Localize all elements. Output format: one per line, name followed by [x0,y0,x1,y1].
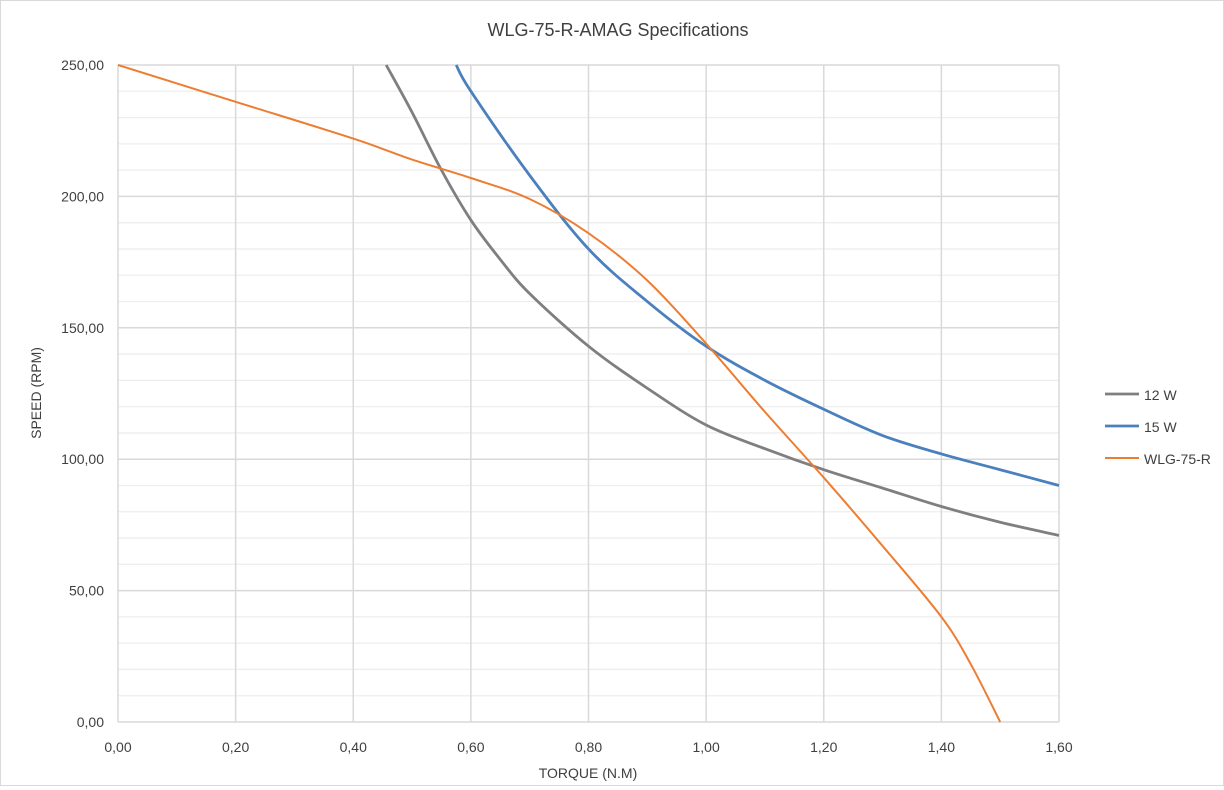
x-tick-label: 1,20 [810,739,837,755]
x-tick-label: 0,60 [457,739,484,755]
y-axis-label: SPEED (RPM) [28,347,44,439]
x-axis-label: TORQUE (N.M) [539,765,638,781]
x-tick-label: 1,60 [1045,739,1072,755]
legend: 12 W 15 W WLG-75-R [1105,387,1211,467]
series-lines [117,64,1060,723]
x-axis-ticks: 0,00 0,20 0,40 0,60 0,80 1,00 1,20 1,40 1,60 [104,739,1072,755]
series-line-15-w [454,64,1060,487]
y-tick-label: 0,00 [77,714,104,730]
x-tick-label: 0,20 [222,739,249,755]
legend-label-15-w: 15 W [1144,419,1177,435]
grid [117,64,1060,723]
x-tick-label: 1,40 [928,739,955,755]
y-tick-label: 250,00 [61,57,104,73]
x-tick-label: 0,00 [104,739,131,755]
legend-label-12-w: 12 W [1144,387,1177,403]
legend-label-wlg-75-r: WLG-75-R [1144,451,1211,467]
y-axis-ticks: 0,00 50,00 100,00 150,00 200,00 250,00 [61,57,104,730]
series-line-12-w [384,64,1060,537]
y-tick-label: 200,00 [61,188,104,204]
series-line-wlg-75-r [117,64,1002,723]
x-tick-label: 1,00 [693,739,720,755]
x-tick-label: 0,40 [340,739,367,755]
y-tick-label: 150,00 [61,320,104,336]
y-tick-label: 100,00 [61,451,104,467]
x-tick-label: 0,80 [575,739,602,755]
chart-title: WLG-75-R-AMAG Specifications [487,20,748,40]
y-tick-label: 50,00 [69,583,104,599]
